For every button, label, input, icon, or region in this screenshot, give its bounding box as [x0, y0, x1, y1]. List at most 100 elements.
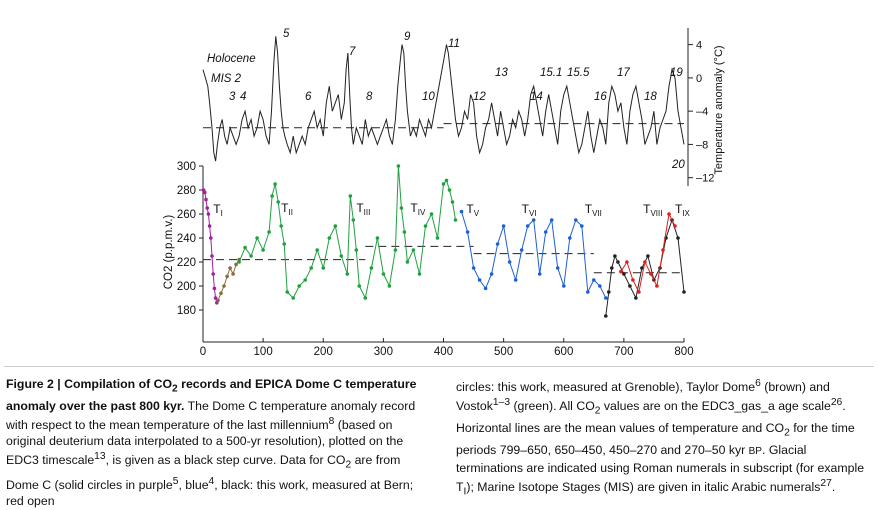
- mis-label-10: 11: [448, 38, 460, 50]
- caption-left-column: Figure 2 | Compilation of CO2 records an…: [6, 377, 417, 509]
- age-tick-label-7: 700: [614, 346, 633, 358]
- co2-point-3-12: [531, 218, 536, 222]
- co2-point-4-2: [610, 266, 614, 270]
- co2-point-1-1: [219, 291, 223, 296]
- co2-point-2-21: [345, 272, 350, 276]
- co2-point-4-0: [604, 314, 608, 318]
- co2-point-2-44: [450, 200, 455, 204]
- co2-point-3-22: [592, 278, 596, 282]
- temperature-tick-label-4: –12: [696, 173, 714, 185]
- mis-label-15: 15.5: [567, 67, 590, 79]
- co2-point-4-3: [613, 254, 617, 258]
- co2-point-4-8: [640, 266, 644, 270]
- co2-point-3-6: [495, 242, 500, 246]
- co2-point-1-2: [222, 284, 226, 288]
- co2-point-3-21: [586, 290, 590, 294]
- co2-point-2-15: [309, 266, 314, 270]
- mis-label-16: 16: [594, 91, 607, 103]
- age-tick-label-2: 200: [314, 346, 333, 358]
- age-tick-label-4: 400: [434, 346, 453, 358]
- co2-point-2-33: [399, 206, 404, 210]
- co2-point-2-43: [447, 188, 452, 192]
- caption-divider: [4, 366, 874, 367]
- co2-point-4-15: [682, 290, 686, 294]
- co2-tick-label-4: 260: [177, 209, 196, 221]
- age-tick-label-1: 100: [254, 346, 273, 358]
- age-tick-label-0: 0: [200, 346, 206, 358]
- co2-point-1-0: [216, 298, 220, 303]
- co2-point-0-8: [211, 272, 215, 276]
- age-tick-label-6: 600: [554, 346, 573, 358]
- co2-point-3-8: [507, 260, 512, 264]
- co2-point-2-1: [243, 245, 247, 250]
- age-tick-label-3: 300: [374, 346, 393, 358]
- co2-point-1-5: [231, 272, 235, 276]
- mis-label-13: 14: [530, 91, 543, 103]
- co2-point-1-3: [225, 274, 229, 279]
- termination-label-8: TIX: [675, 202, 691, 218]
- co2-tick-label-5: 280: [177, 185, 196, 197]
- co2-point-2-9: [279, 224, 284, 228]
- co2-point-4-5: [622, 272, 626, 276]
- mis-label-7: 8: [366, 91, 373, 103]
- co2-axis-label: CO2 (p.p.m.v.): [163, 215, 175, 290]
- co2-point-2-16: [315, 248, 320, 252]
- co2-point-2-11: [285, 290, 290, 294]
- temperature-tick-label-3: –8: [696, 139, 708, 151]
- co2-point-3-1: [465, 230, 470, 234]
- co2-point-2-18: [327, 236, 332, 240]
- co2-point-3-9: [513, 278, 518, 282]
- mis-label-11: 12: [473, 91, 486, 103]
- termination-label-0: TI: [213, 202, 223, 218]
- co2-point-3-17: [562, 284, 566, 288]
- co2-point-2-13: [297, 284, 302, 288]
- mis-label-4: 5: [283, 28, 290, 40]
- co2-tick-label-6: 300: [177, 161, 196, 173]
- mis-label-0: Holocene: [207, 53, 256, 65]
- termination-label-5: TVI: [522, 202, 537, 218]
- termination-label-1: TII: [281, 201, 293, 217]
- co2-point-5-6: [655, 284, 659, 288]
- co2-point-0-2: [204, 197, 208, 202]
- co2-point-2-31: [393, 248, 398, 252]
- co2-series-line-5: [620, 212, 676, 294]
- co2-point-5-5: [649, 272, 653, 276]
- temperature-tick-label-1: 0: [696, 73, 702, 85]
- co2-point-3-0: [459, 209, 464, 214]
- co2-point-2-22: [348, 194, 353, 198]
- mis-label-14: 15.1: [540, 67, 562, 79]
- termination-label-3: TIV: [410, 201, 426, 217]
- co2-point-5-0: [619, 269, 623, 274]
- co2-point-5-7: [661, 248, 665, 252]
- mis-label-9: 10: [422, 91, 435, 103]
- co2-point-5-9: [673, 224, 677, 228]
- co2-point-2-27: [369, 266, 374, 270]
- mis-label-6: 7: [349, 46, 356, 58]
- co2-point-0-5: [207, 224, 212, 228]
- mis-label-8: 9: [404, 31, 411, 43]
- co2-point-2-30: [387, 284, 392, 288]
- co2-point-3-2: [471, 266, 476, 270]
- co2-point-2-7: [273, 182, 277, 186]
- mis-label-3: 4: [240, 91, 246, 103]
- co2-point-3-19: [574, 218, 578, 222]
- co2-point-2-40: [435, 236, 440, 240]
- co2-point-2-39: [429, 212, 434, 216]
- co2-point-2-36: [411, 248, 416, 252]
- co2-point-2-29: [381, 272, 386, 276]
- co2-tick-label-3: 240: [177, 233, 196, 245]
- mis-label-5: 6: [305, 91, 312, 103]
- termination-label-2: TIII: [356, 201, 370, 217]
- co2-point-4-1: [607, 290, 611, 294]
- mis-label-20: 20: [671, 159, 685, 171]
- co2-point-5-8: [667, 212, 671, 216]
- co2-point-3-14: [543, 230, 548, 234]
- co2-point-2-42: [444, 178, 449, 183]
- co2-point-4-14: [676, 236, 680, 240]
- co2-point-3-18: [568, 236, 572, 240]
- co2-point-2-0: [237, 260, 241, 264]
- co2-point-4-4: [616, 260, 620, 264]
- co2-point-4-6: [628, 284, 632, 288]
- co2-point-2-20: [339, 254, 344, 258]
- temperature-curve: [202, 36, 685, 162]
